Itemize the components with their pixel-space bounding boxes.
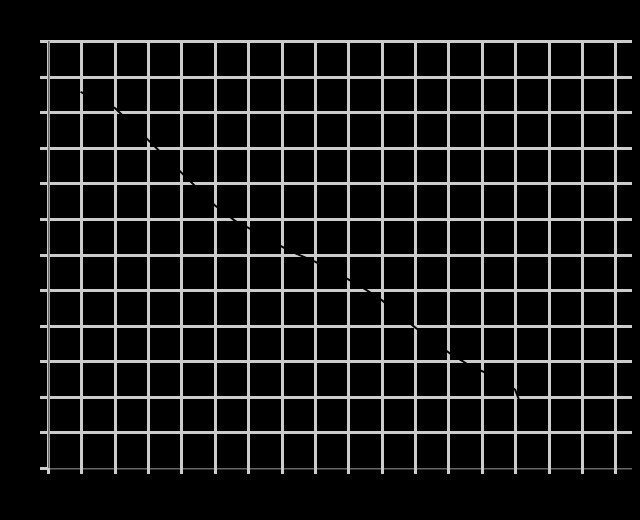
x-axis-ticks <box>47 468 617 474</box>
data-line-series-1 <box>80 91 530 426</box>
grid-horizontal <box>48 40 632 434</box>
y-axis-ticks <box>40 40 48 470</box>
data-series-group <box>80 91 530 426</box>
